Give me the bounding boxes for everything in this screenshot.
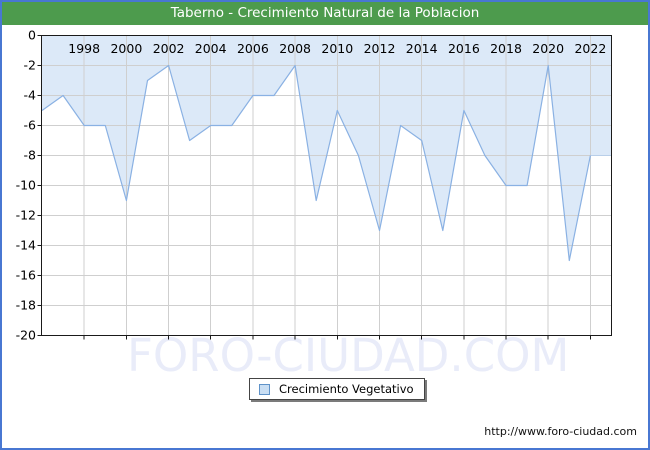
series-area-fill — [42, 35, 612, 261]
x-tick-label: 2022 — [574, 41, 606, 56]
x-tick-label: 2008 — [279, 41, 311, 56]
y-tick-label: 0 — [28, 28, 36, 43]
series-line — [41, 64, 591, 262]
y-axis-labels: 0 -2 -4 -6 -8 -10 -12 -14 -16 -18 -20 — [16, 28, 36, 343]
legend-label: Crecimiento Vegetativo — [279, 382, 414, 396]
y-tick-label: -14 — [16, 238, 36, 253]
y-tick-label: -10 — [16, 178, 36, 193]
x-tick-label: 2020 — [532, 41, 564, 56]
x-tick-label: 2016 — [448, 41, 480, 56]
x-tick-label: 1998 — [68, 41, 100, 56]
y-tick-label: -4 — [24, 88, 37, 103]
x-tick-label: 2018 — [490, 41, 522, 56]
y-tick-label: -18 — [16, 298, 36, 313]
x-tick-label: 2000 — [110, 41, 142, 56]
gridlines — [42, 35, 612, 336]
y-tick-label: -20 — [16, 328, 36, 343]
x-tick-label: 2010 — [321, 41, 353, 56]
y-tick-label: -12 — [16, 208, 36, 223]
legend-box: Crecimiento Vegetativo — [249, 378, 425, 400]
y-tick-label: -2 — [24, 58, 36, 73]
x-tick-label: 2006 — [237, 41, 269, 56]
y-tick-label: -8 — [24, 148, 37, 163]
chart-title: Taberno - Crecimiento Natural de la Pobl… — [2, 2, 648, 25]
x-axis-labels: 1998 2000 2002 2004 2006 2008 2010 2012 2014 2016… — [68, 41, 606, 56]
footer-url: http://www.foro-ciudad.com — [484, 425, 637, 438]
y-tick-label: -6 — [24, 118, 37, 133]
x-tick-label: 2004 — [195, 41, 227, 56]
y-tick-label: -16 — [16, 268, 36, 283]
x-tick-label: 2014 — [406, 41, 438, 56]
x-tick-label: 2012 — [364, 41, 396, 56]
axis-ticks — [37, 35, 591, 340]
x-tick-label: 2002 — [153, 41, 185, 56]
legend-swatch-icon — [259, 383, 270, 395]
watermark-text: FORO-CIUDAD.COM — [127, 329, 570, 382]
